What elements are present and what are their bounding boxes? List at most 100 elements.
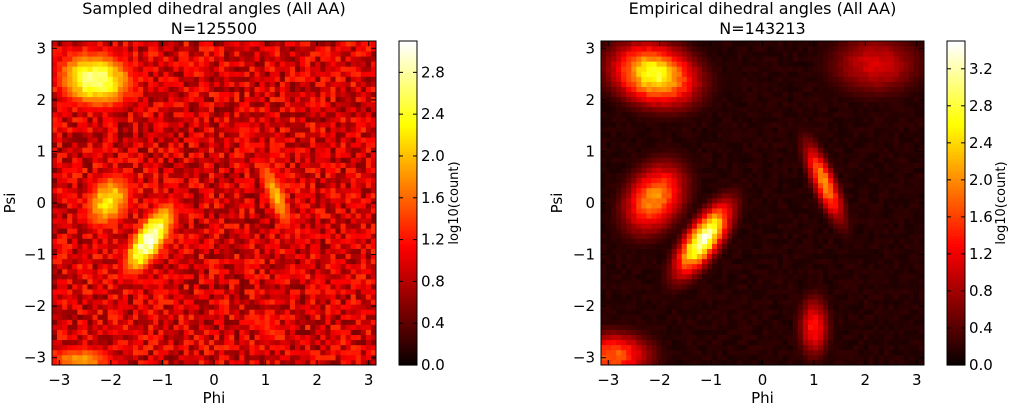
heatmap-cell xyxy=(295,142,301,148)
heatmap-cell xyxy=(153,172,159,179)
heatmap-cell xyxy=(611,51,617,57)
heatmap-cell xyxy=(264,172,271,179)
heatmap-cell xyxy=(641,56,647,62)
heatmap-cell xyxy=(611,294,617,300)
heatmap-cell xyxy=(67,162,73,168)
heatmap-cell xyxy=(295,46,301,52)
heatmap-cell xyxy=(102,268,109,275)
heatmap-cell xyxy=(284,192,291,199)
heatmap-cell xyxy=(646,167,652,174)
heatmap-cell xyxy=(239,223,245,229)
heatmap-cell xyxy=(269,71,276,77)
heatmap-cell xyxy=(651,218,657,224)
heatmap-cell xyxy=(178,51,185,57)
heatmap-cell xyxy=(269,238,276,244)
heatmap-cell xyxy=(264,359,271,366)
heatmap-cell xyxy=(163,258,169,265)
colorbar-step xyxy=(399,265,417,269)
heatmap-cell xyxy=(284,111,291,118)
heatmap-cell xyxy=(284,61,291,67)
heatmap-cell xyxy=(335,51,341,57)
heatmap-cell xyxy=(330,319,336,325)
heatmap-cell xyxy=(117,203,124,209)
heatmap-cell xyxy=(158,203,164,209)
heatmap-cell xyxy=(264,344,271,351)
heatmap-cell xyxy=(340,172,347,179)
heatmap-cell xyxy=(148,167,154,174)
heatmap-cell xyxy=(264,81,271,87)
heatmap-cell xyxy=(163,248,169,255)
heatmap-cell xyxy=(249,71,255,77)
heatmap-cell xyxy=(193,273,200,280)
heatmap-cell xyxy=(224,197,230,204)
heatmap-cell xyxy=(239,213,245,219)
heatmap-cell xyxy=(87,278,93,285)
heatmap-cell xyxy=(345,172,352,179)
heatmap-cell xyxy=(601,248,607,255)
heatmap-cell xyxy=(335,344,341,351)
heatmap-cell xyxy=(305,314,311,320)
heatmap-cell xyxy=(320,137,326,143)
heatmap-cell xyxy=(370,91,377,98)
heatmap-cell xyxy=(365,76,372,82)
heatmap-cell xyxy=(606,339,612,346)
heatmap-cell xyxy=(239,111,245,118)
heatmap-cell xyxy=(193,228,200,234)
heatmap-cell xyxy=(335,172,341,179)
heatmap-cell xyxy=(234,243,240,249)
heatmap-cell xyxy=(153,116,159,123)
heatmap-cell xyxy=(82,61,88,67)
heatmap-cell xyxy=(82,324,88,330)
heatmap-cell xyxy=(214,41,220,47)
heatmap-cell xyxy=(335,157,341,163)
heatmap-cell xyxy=(355,324,362,330)
heatmap-cell xyxy=(198,76,205,82)
heatmap-cell xyxy=(107,86,114,93)
heatmap-cell xyxy=(360,268,367,275)
heatmap-cell xyxy=(193,304,200,310)
heatmap-cell xyxy=(616,96,622,103)
heatmap-cell xyxy=(148,319,154,325)
heatmap-cell xyxy=(249,314,255,320)
heatmap-cell xyxy=(370,294,377,300)
heatmap-cell xyxy=(214,208,220,214)
heatmap-cell xyxy=(67,71,73,77)
heatmap-cell xyxy=(279,238,286,244)
heatmap-cell xyxy=(117,309,124,315)
heatmap-cell xyxy=(193,208,200,214)
heatmap-cell xyxy=(330,284,336,290)
heatmap-cell xyxy=(289,167,296,174)
heatmap-cell xyxy=(92,96,98,103)
heatmap-cell xyxy=(153,253,159,260)
heatmap-cell xyxy=(345,147,352,153)
heatmap-cell xyxy=(122,91,129,98)
heatmap-cell xyxy=(117,228,124,234)
heatmap-cell xyxy=(158,106,164,113)
heatmap-cell xyxy=(310,182,316,189)
heatmap-cell xyxy=(188,238,195,244)
heatmap-cell xyxy=(214,233,220,239)
heatmap-cell xyxy=(173,349,179,356)
heatmap-cell xyxy=(345,329,352,336)
heatmap-cell xyxy=(82,319,88,325)
heatmap-cell xyxy=(641,228,647,234)
heatmap-cell xyxy=(234,51,240,57)
heatmap-cell xyxy=(72,116,78,123)
heatmap-cell xyxy=(284,101,291,108)
colorbar-step xyxy=(399,305,417,309)
heatmap-cell xyxy=(279,339,286,346)
heatmap-cell xyxy=(214,86,220,93)
heatmap-cell xyxy=(72,111,78,118)
heatmap-cell xyxy=(178,273,185,280)
heatmap-cell xyxy=(274,182,281,189)
heatmap-cell xyxy=(77,142,83,148)
heatmap-cell xyxy=(214,137,220,143)
heatmap-cell xyxy=(178,101,185,108)
heatmap-cell xyxy=(606,304,612,310)
heatmap-cell xyxy=(122,177,129,184)
heatmap-cell xyxy=(234,359,240,366)
heatmap-cell xyxy=(636,203,642,209)
heatmap-cell xyxy=(641,147,647,153)
heatmap-cell xyxy=(92,41,98,47)
heatmap-cell xyxy=(646,51,652,57)
